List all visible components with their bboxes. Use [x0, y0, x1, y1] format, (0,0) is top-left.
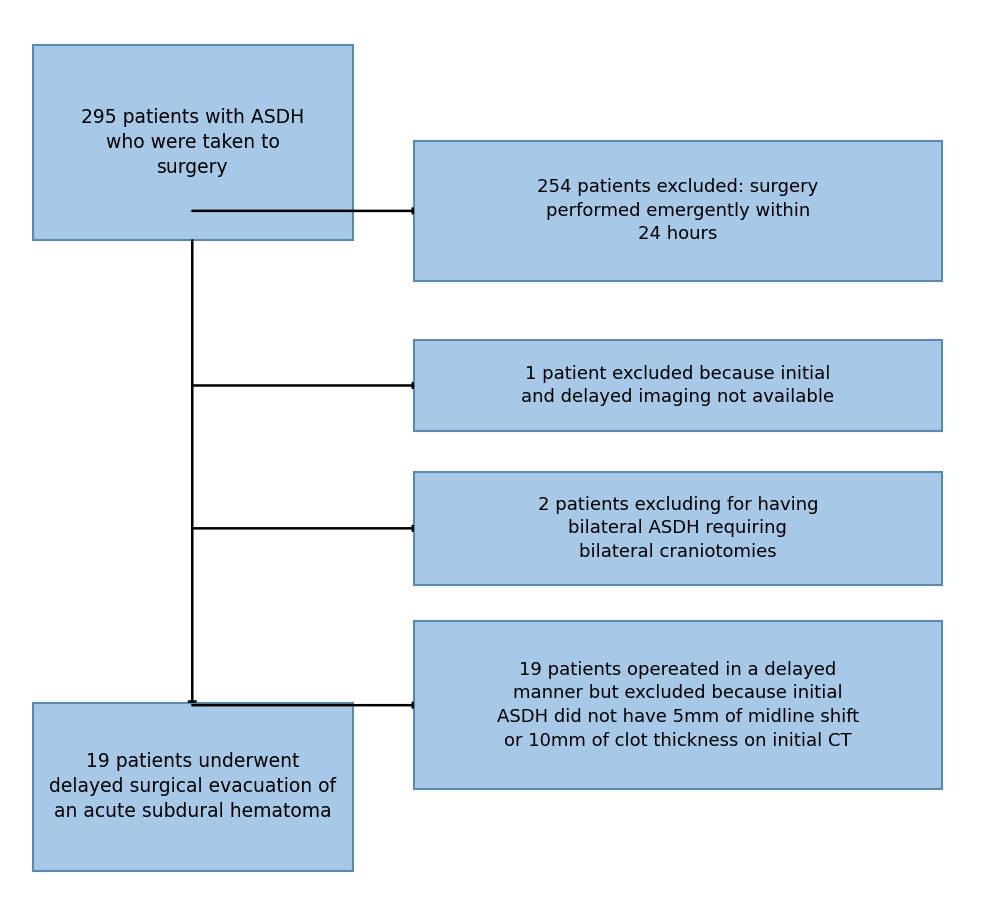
Text: 2 patients excluding for having
bilateral ASDH requiring
bilateral craniotomies: 2 patients excluding for having bilatera…	[537, 496, 818, 561]
FancyBboxPatch shape	[33, 703, 353, 871]
FancyBboxPatch shape	[414, 141, 942, 281]
FancyBboxPatch shape	[414, 621, 942, 789]
Text: 1 patient excluded because initial
and delayed imaging not available: 1 patient excluded because initial and d…	[522, 365, 834, 406]
Text: 295 patients with ASDH
who were taken to
surgery: 295 patients with ASDH who were taken to…	[81, 108, 305, 178]
Text: 254 patients excluded: surgery
performed emergently within
24 hours: 254 patients excluded: surgery performed…	[537, 179, 818, 243]
FancyBboxPatch shape	[414, 340, 942, 431]
Text: 19 patients underwent
delayed surgical evacuation of
an acute subdural hematoma: 19 patients underwent delayed surgical e…	[49, 752, 336, 822]
Text: 19 patients opereated in a delayed
manner but excluded because initial
ASDH did : 19 patients opereated in a delayed manne…	[497, 661, 859, 749]
FancyBboxPatch shape	[414, 472, 942, 585]
FancyBboxPatch shape	[33, 45, 353, 240]
